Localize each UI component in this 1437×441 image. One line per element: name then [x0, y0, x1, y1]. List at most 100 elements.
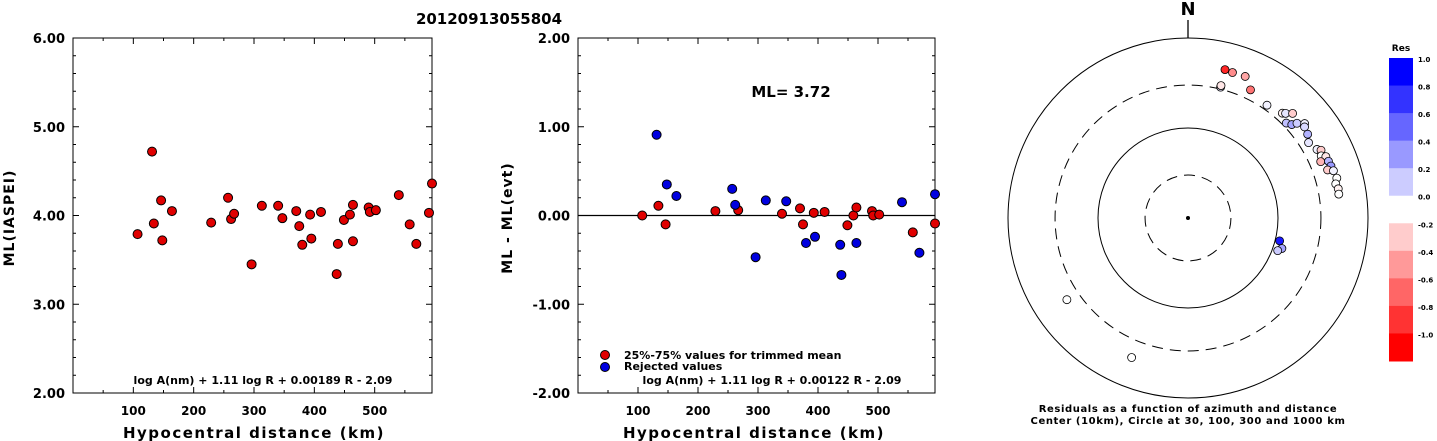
- colorbar-swatch: [1389, 305, 1413, 334]
- chart1-y-tick-label: 3.00: [33, 298, 65, 313]
- chart2-x-tick-label: 400: [805, 404, 830, 418]
- chart1-x-axis-label: Hypocentral distance (km): [123, 424, 385, 441]
- chart2-x-tick-label: 100: [625, 404, 650, 418]
- colorbar-tick-label: 0.2: [1418, 166, 1431, 174]
- polar-caption-line1: Residuals as a function of azimuth and d…: [1039, 404, 1338, 415]
- chart2-x-tick-label: 200: [685, 404, 710, 418]
- chart1-plot-frame: [72, 37, 433, 394]
- colorbar-tick-label: 0.8: [1418, 84, 1431, 92]
- station-residual-point: [1062, 295, 1072, 305]
- data-point: [148, 218, 159, 229]
- data-point: [637, 210, 648, 221]
- chart2-formula: log A(nm) + 1.11 log R + 0.00122 R - 2.0…: [643, 374, 902, 387]
- data-point: [423, 207, 434, 218]
- data-point: [835, 239, 846, 250]
- station-residual-point: [1228, 68, 1237, 77]
- data-point: [147, 146, 158, 157]
- data-point: [808, 207, 819, 218]
- data-point: [246, 259, 257, 270]
- colorbar-swatch: [1389, 333, 1413, 362]
- data-point: [651, 129, 662, 140]
- data-point: [897, 197, 907, 208]
- distance-ring-30km: [1144, 174, 1232, 262]
- chart1-y-axis-label: ML(IASPEI): [2, 170, 18, 267]
- chart2-x-tick-label: 500: [865, 404, 890, 418]
- station-residual-point: [1246, 85, 1255, 95]
- chart2-x-axis-label: Hypocentral distance (km): [623, 424, 885, 441]
- legend-marker-rejected: [600, 362, 610, 372]
- chart1-y-tick-label: 2.00: [33, 387, 65, 402]
- data-point: [347, 199, 358, 210]
- data-point: [291, 206, 302, 217]
- chart2-y-tick-label: 2.00: [538, 32, 570, 47]
- data-point: [297, 239, 308, 250]
- north-label: N: [1180, 0, 1195, 20]
- colorbar-swatch: [1389, 113, 1413, 142]
- chart1-y-tick-label: 5.00: [33, 121, 65, 136]
- data-point: [273, 200, 284, 211]
- station-residual-point: [1240, 72, 1250, 81]
- data-point: [427, 178, 437, 189]
- data-point: [166, 206, 177, 217]
- data-point: [851, 202, 862, 213]
- station-residual-point: [1288, 109, 1297, 118]
- data-point: [306, 233, 317, 244]
- legend-marker-trimmed: [600, 350, 610, 360]
- chart1-formula: log A(nm) + 1.11 log R + 0.00189 R - 2.0…: [134, 374, 393, 387]
- data-point: [781, 196, 792, 207]
- data-point: [315, 206, 326, 217]
- data-point: [727, 183, 738, 194]
- data-point: [810, 231, 820, 242]
- chart1-x-tick-label: 500: [362, 404, 387, 418]
- data-point: [344, 209, 355, 220]
- data-point: [750, 252, 761, 263]
- colorbar-tick-label: 0.4: [1418, 139, 1431, 147]
- legend-label-rejected: Rejected values: [624, 360, 723, 373]
- ml-vs-distance-chart: log A(nm) + 1.11 log R + 0.00189 R - 2.0…: [2, 32, 437, 441]
- data-point: [710, 206, 721, 217]
- epicenter-marker: [1186, 216, 1190, 220]
- station-residual-point: [1303, 129, 1313, 139]
- colorbar-tick-label: 0.0: [1418, 194, 1431, 202]
- station-residual-point: [1216, 81, 1226, 91]
- chart2-y-axis-label: ML - ML(evt): [500, 162, 516, 273]
- azimuth-distance-residual-plot: N Residuals as a function of azimuth and…: [1007, 0, 1433, 427]
- colorbar-swatch: [1389, 223, 1413, 252]
- station-residual-point: [1329, 166, 1338, 176]
- colorbar-swatch: [1389, 85, 1413, 114]
- data-point: [907, 227, 918, 238]
- data-point: [157, 235, 168, 246]
- chart1-x-tick-label: 300: [241, 404, 266, 418]
- figure-title: 20120913055804: [416, 10, 562, 28]
- colorbar-tick-label: -0.4: [1418, 249, 1433, 257]
- data-point: [914, 247, 925, 258]
- colorbar-tick-label: 1.0: [1418, 56, 1431, 64]
- station-residual-point: [1304, 138, 1313, 148]
- data-point: [370, 205, 381, 216]
- data-point: [223, 192, 234, 203]
- data-point: [256, 200, 267, 211]
- data-point: [229, 208, 240, 219]
- data-point: [930, 218, 940, 229]
- station-residual-point: [1292, 118, 1302, 128]
- colorbar-swatch: [1389, 250, 1413, 279]
- station-residual-point: [1334, 189, 1344, 199]
- station-residual-point: [1220, 65, 1230, 75]
- station-residual-point: [1300, 122, 1309, 132]
- distance-ring-300km: [1054, 84, 1322, 352]
- chart2-y-tick-label: -1.00: [533, 298, 570, 313]
- data-point: [332, 238, 343, 249]
- data-point: [671, 190, 682, 201]
- data-point: [132, 229, 143, 240]
- data-point: [874, 209, 885, 220]
- distance-ring-100km: [1097, 127, 1279, 309]
- station-residual-point: [1262, 100, 1272, 110]
- data-point: [277, 213, 288, 224]
- data-point: [819, 206, 830, 217]
- data-point: [331, 269, 342, 280]
- station-residual-point: [1127, 353, 1137, 362]
- data-point: [305, 209, 316, 220]
- colorbar-swatch: [1389, 168, 1413, 197]
- chart1-x-tick-label: 400: [302, 404, 327, 418]
